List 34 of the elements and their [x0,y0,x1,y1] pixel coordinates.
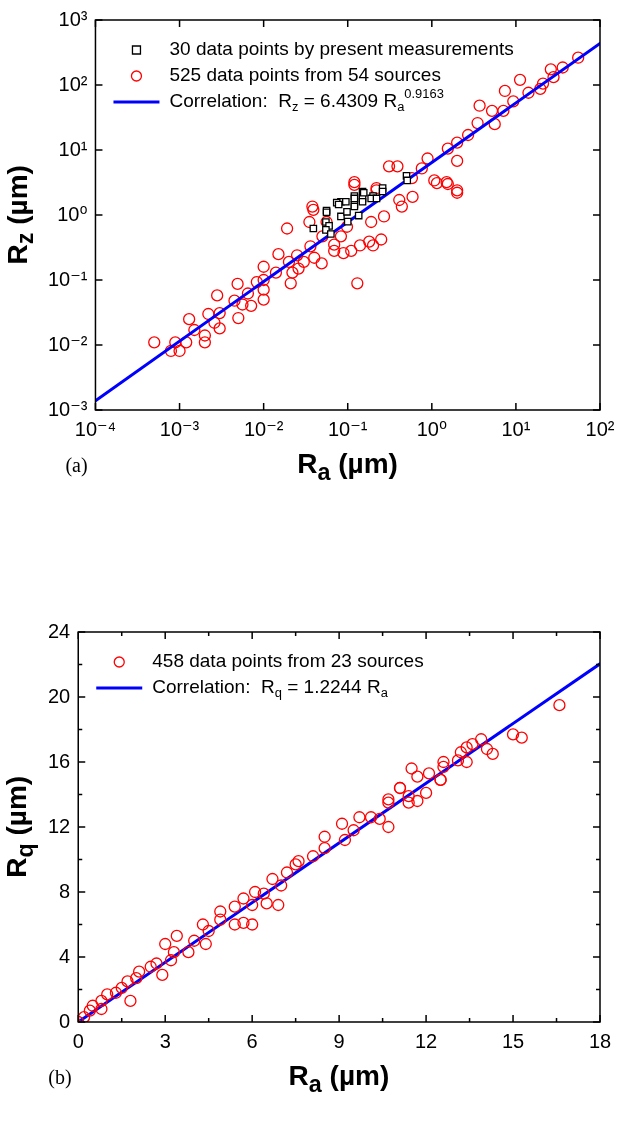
x-tick-label: 10⁰ [416,417,447,440]
x-tick-label: 10⁻² [243,417,284,440]
x-tick-label: 9 [333,1029,345,1052]
x-tick-label: 10⁻¹ [328,417,368,440]
legend-label: 458 data points from 23 sources [152,650,424,672]
text: (a) [65,454,88,477]
y-tick-label: 10⁰ [57,202,88,225]
x-axis-title: R$_{a}$ (µm) [288,1060,390,1098]
y-tick-label: 12 [48,814,71,837]
x-axis-title: R$_{a}$ (µm) [297,448,398,486]
y-tick-label: 8 [59,879,71,902]
y-tick-label: 20 [48,684,71,707]
y-tick-label: 0 [59,1009,71,1032]
x-tick-label: 10⁻³ [159,417,200,440]
x-tick-label: 10⁻⁴ [74,417,117,440]
y-tick-label: 10⁻³ [47,397,88,420]
x-tick-label: 10² [585,417,615,440]
x-tick-label: 15 [501,1029,525,1052]
text: (b) [48,1066,72,1089]
y-tick-label: 10³ [58,7,88,30]
x-tick-label: 3 [159,1029,171,1052]
y-tick-label: 10² [58,72,88,95]
x-tick-label: 10¹ [501,417,531,440]
y-tick-label: 4 [59,944,71,967]
x-tick-label: 12 [414,1029,438,1052]
y-tick-label: 10⁻¹ [47,267,88,290]
y-tick-label: 10⁻² [47,332,88,355]
x-tick-label: 18 [588,1029,612,1052]
x-tick-label: 6 [246,1029,258,1052]
y-tick-label: 16 [48,749,71,772]
y-tick-label: 24 [48,619,71,642]
y-tick-label: 10¹ [58,137,88,160]
legend-label: 525 data points from 54 sources [169,64,441,86]
legend-label: 30 data points by present measurements [169,38,514,60]
